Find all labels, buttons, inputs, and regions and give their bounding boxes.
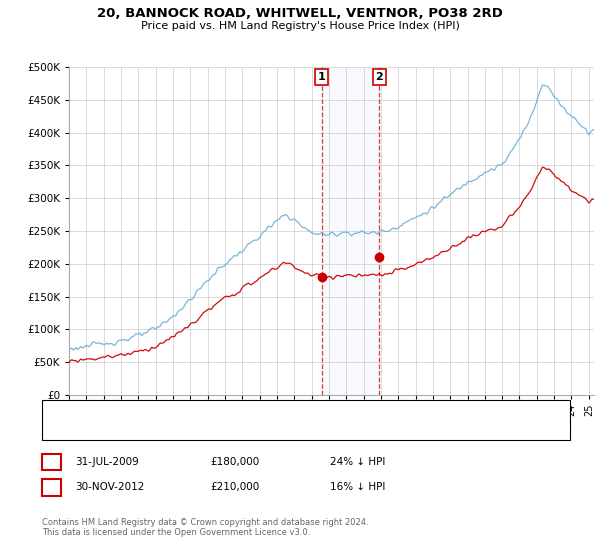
Text: 20, BANNOCK ROAD, WHITWELL, VENTNOR, PO38 2RD (detached house): 20, BANNOCK ROAD, WHITWELL, VENTNOR, PO3… (92, 407, 449, 417)
Text: 30-NOV-2012: 30-NOV-2012 (75, 482, 145, 492)
Text: 31-JUL-2009: 31-JUL-2009 (75, 457, 139, 467)
Text: £180,000: £180,000 (210, 457, 259, 467)
Text: Contains HM Land Registry data © Crown copyright and database right 2024.
This d: Contains HM Land Registry data © Crown c… (42, 518, 368, 538)
Text: 20, BANNOCK ROAD, WHITWELL, VENTNOR, PO38 2RD: 20, BANNOCK ROAD, WHITWELL, VENTNOR, PO3… (97, 7, 503, 20)
Bar (322, 67, 379, 395)
Text: Price paid vs. HM Land Registry's House Price Index (HPI): Price paid vs. HM Land Registry's House … (140, 21, 460, 31)
Text: 1: 1 (318, 72, 325, 82)
Text: £210,000: £210,000 (210, 482, 259, 492)
Text: 24% ↓ HPI: 24% ↓ HPI (330, 457, 385, 467)
Text: 2: 2 (376, 72, 383, 82)
Text: HPI: Average price, detached house, Isle of Wight: HPI: Average price, detached house, Isle… (92, 425, 334, 435)
Text: 2: 2 (48, 482, 55, 492)
Text: 1: 1 (48, 457, 55, 467)
Text: 16% ↓ HPI: 16% ↓ HPI (330, 482, 385, 492)
